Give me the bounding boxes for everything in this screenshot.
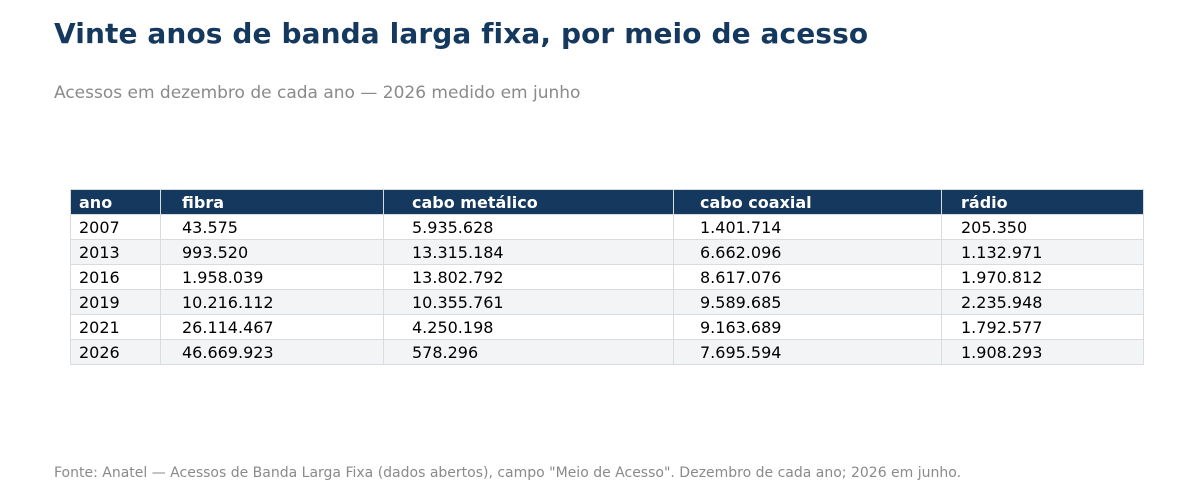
value-cell: 43.575: [160, 214, 384, 240]
value-cell: 1.958.039: [160, 264, 384, 290]
table-row: 2019 10.216.112 10.355.761 9.589.685 2.235.9…: [70, 289, 1144, 315]
year-cell: 2007: [70, 214, 161, 240]
year-cell: 2021: [70, 314, 161, 340]
data-table: ano fibra cabo metálico cabo coaxial rádio 2…: [70, 189, 1144, 365]
value-cell: 46.669.923: [160, 339, 384, 365]
value-cell: 205.350: [941, 214, 1144, 240]
year-cell: 2026: [70, 339, 161, 365]
year-cell: 2013: [70, 239, 161, 265]
value-cell: 5.935.628: [383, 214, 674, 240]
table-header-row: ano fibra cabo metálico cabo coaxial rádio: [70, 189, 1144, 215]
value-cell: 13.802.792: [383, 264, 674, 290]
value-cell: 10.355.761: [383, 289, 674, 315]
column-header: ano: [70, 189, 161, 215]
value-cell: 1.132.971: [941, 239, 1144, 265]
value-cell: 7.695.594: [673, 339, 942, 365]
value-cell: 6.662.096: [673, 239, 942, 265]
value-cell: 2.235.948: [941, 289, 1144, 315]
value-cell: 10.216.112: [160, 289, 384, 315]
table-row: 2016 1.958.039 13.802.792 8.617.076 1.970.81…: [70, 264, 1144, 290]
value-cell: 9.163.689: [673, 314, 942, 340]
table-header: ano fibra cabo metálico cabo coaxial rádio: [70, 189, 1144, 215]
value-cell: 13.315.184: [383, 239, 674, 265]
value-cell: 8.617.076: [673, 264, 942, 290]
column-header: cabo metálico: [383, 189, 674, 215]
column-header: rádio: [941, 189, 1144, 215]
value-cell: 9.589.685: [673, 289, 942, 315]
year-cell: 2019: [70, 289, 161, 315]
table-body: 2007 43.575 5.935.628 1.401.714 205.350 2013 9…: [70, 214, 1144, 365]
chart-title: Vinte anos de banda larga fixa, por meio…: [54, 17, 869, 50]
table-row: 2007 43.575 5.935.628 1.401.714 205.350: [70, 214, 1144, 240]
source-note: Fonte: Anatel — Acessos de Banda Larga F…: [54, 465, 962, 481]
value-cell: 1.908.293: [941, 339, 1144, 365]
value-cell: 1.792.577: [941, 314, 1144, 340]
column-header: cabo coaxial: [673, 189, 942, 215]
value-cell: 578.296: [383, 339, 674, 365]
value-cell: 4.250.198: [383, 314, 674, 340]
table-row: 2026 46.669.923 578.296 7.695.594 1.908.293: [70, 339, 1144, 365]
column-header: fibra: [160, 189, 384, 215]
table-row: 2013 993.520 13.315.184 6.662.096 1.132.971: [70, 239, 1144, 265]
data-table-container: ano fibra cabo metálico cabo coaxial rádio 2…: [70, 189, 1144, 365]
value-cell: 993.520: [160, 239, 384, 265]
chart-subtitle: Acessos em dezembro de cada ano — 2026 m…: [54, 83, 581, 103]
year-cell: 2016: [70, 264, 161, 290]
value-cell: 26.114.467: [160, 314, 384, 340]
value-cell: 1.401.714: [673, 214, 942, 240]
table-row: 2021 26.114.467 4.250.198 9.163.689 1.792.57…: [70, 314, 1144, 340]
value-cell: 1.970.812: [941, 264, 1144, 290]
